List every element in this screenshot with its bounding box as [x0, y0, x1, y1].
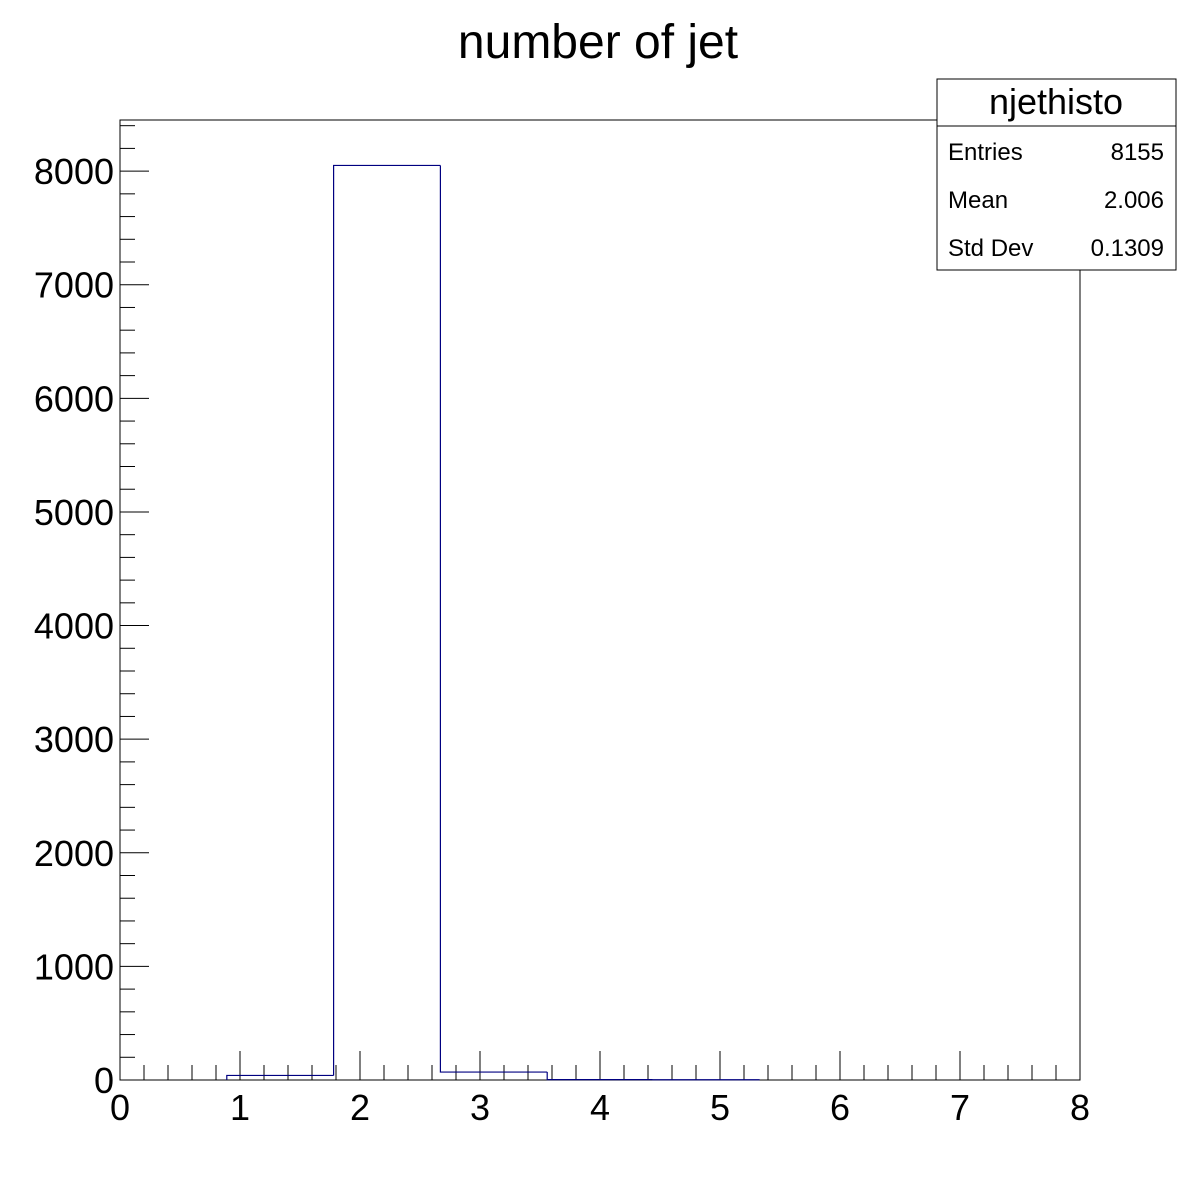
histogram-bins: [226, 164, 761, 1081]
x-tick-label: 0: [110, 1087, 130, 1128]
stats-stddev-value: 0.1309: [1091, 235, 1164, 262]
x-tick-label: 4: [590, 1087, 610, 1128]
y-tick-label: 6000: [34, 378, 114, 419]
y-tick-label: 5000: [34, 492, 114, 533]
x-tick-label: 3: [470, 1087, 490, 1128]
stats-mean-label: Mean: [948, 187, 1008, 214]
chart-title: number of jet: [458, 16, 738, 69]
histogram-bin: [546, 1072, 653, 1081]
y-tick-label: 2000: [34, 833, 114, 874]
stats-entries-label: Entries: [948, 139, 1023, 166]
histogram-bin: [439, 165, 548, 1073]
histogram-bin: [226, 1074, 334, 1080]
stats-stddev-label: Std Dev: [948, 235, 1033, 262]
stats-box: njethisto Entries 8155 Mean 2.006 Std De…: [936, 78, 1177, 271]
axes: 0 1 2 3 4 5 6 7 8 0 1000 2000 3000 4000 5000 6000 7000 80…: [34, 125, 1090, 1128]
histogram-bin: [333, 164, 441, 1076]
x-tick-label: 7: [950, 1087, 970, 1128]
x-tick-label: 8: [1070, 1087, 1090, 1128]
x-tick-label: 6: [830, 1087, 850, 1128]
x-tick-label: 2: [350, 1087, 370, 1128]
x-tick-label: 5: [710, 1087, 730, 1128]
y-tick-label: 8000: [34, 151, 114, 192]
stats-box-title: njethisto: [989, 81, 1123, 122]
y-tick-label: 3000: [34, 719, 114, 760]
stats-entries-value: 8155: [1111, 139, 1164, 166]
y-tick-label: 1000: [34, 946, 114, 987]
y-tick-label: 7000: [34, 265, 114, 306]
x-tick-label: 1: [230, 1087, 250, 1128]
y-tick-label: 4000: [34, 606, 114, 647]
stats-box-frame: [936, 78, 1177, 271]
plot-frame: [119, 119, 1081, 1081]
y-tick-label: 0: [94, 1060, 114, 1101]
stats-mean-value: 2.006: [1104, 187, 1164, 214]
